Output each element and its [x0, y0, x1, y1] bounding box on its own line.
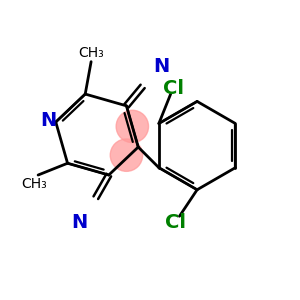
Text: N: N: [40, 111, 56, 130]
Text: CH₃: CH₃: [78, 46, 104, 60]
Text: N: N: [71, 213, 88, 232]
Text: Cl: Cl: [163, 79, 184, 98]
Text: Cl: Cl: [164, 213, 185, 232]
Circle shape: [110, 139, 142, 171]
Text: CH₃: CH₃: [21, 177, 46, 191]
Text: N: N: [154, 57, 170, 76]
Circle shape: [116, 110, 148, 142]
